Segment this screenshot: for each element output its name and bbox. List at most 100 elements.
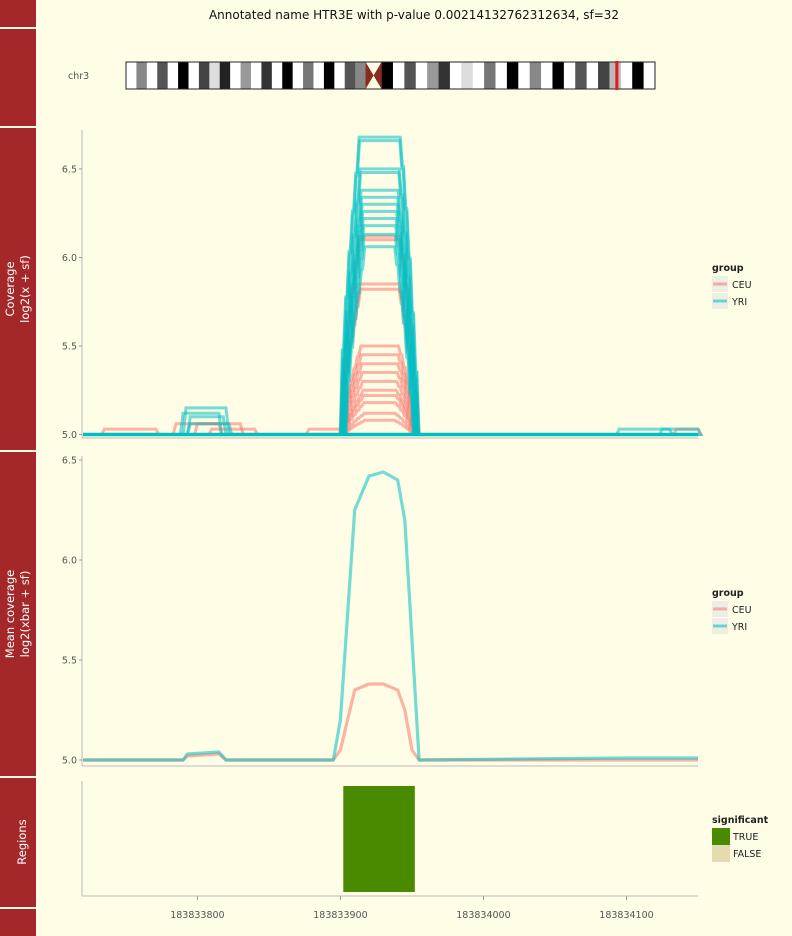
regions-legend-title: significant	[712, 815, 769, 826]
strip-label-regions: Regions	[15, 819, 29, 864]
coverage-legend: group CEU YRI	[712, 263, 752, 309]
ideogram-band	[250, 62, 262, 89]
mean-legend-title: group	[712, 588, 744, 599]
coverage-y-tick-label: 6.0	[62, 253, 77, 264]
ideogram-band	[282, 62, 294, 89]
regions-legend-true: TRUE	[732, 832, 758, 843]
strip-coverage	[0, 128, 36, 450]
regions-legend-false: FALSE	[733, 849, 761, 860]
mean-line-ceu	[83, 682, 698, 762]
x-tick-label: 183834000	[456, 910, 510, 921]
coverage-panel: 5.0 5.5 6.0 6.5	[62, 130, 704, 441]
mean-coverage-panel: 5.0 5.5 6.0 6.5	[62, 456, 698, 767]
region-bar	[343, 786, 415, 892]
strip-label-coverage-line1: Coverage	[3, 261, 17, 316]
ideogram-band	[472, 62, 485, 89]
ideogram-band	[632, 62, 645, 89]
ideogram-band	[575, 62, 588, 89]
coverage-y-tick-label: 5.5	[62, 341, 77, 352]
ideogram-band	[313, 62, 325, 89]
ideogram-band	[529, 62, 542, 89]
ideogram-band	[126, 62, 137, 89]
ideogram-band	[392, 62, 405, 89]
x-tick-label: 183833900	[313, 910, 367, 921]
ideogram-band	[240, 62, 252, 89]
ideogram-band	[198, 62, 210, 89]
ideogram-band	[552, 62, 565, 89]
coverage-legend-title: group	[712, 263, 744, 274]
ideogram-band	[303, 62, 314, 89]
ideogram-band	[404, 62, 417, 89]
ideogram-band	[461, 62, 474, 89]
ideogram-band	[334, 62, 346, 89]
mean-legend: group CEU YRI	[712, 588, 752, 634]
ideogram-band	[438, 62, 451, 89]
regions-legend-key-false	[712, 845, 730, 862]
ideogram-band	[136, 62, 148, 89]
mean-line-yri	[83, 470, 698, 762]
regions-legend: significant TRUE FALSE	[712, 815, 769, 862]
x-tick-label: 183834100	[599, 910, 653, 921]
ideogram-band	[230, 62, 242, 89]
coverage-y-tick-label: 5.0	[62, 430, 77, 441]
strip-label-mean-coverage: Mean coverage log2(xbar + sf)	[3, 570, 32, 658]
ideogram-centromere-right	[373, 62, 382, 89]
mean-y-tick-label: 5.0	[62, 756, 77, 767]
mean-y-tick-label: 6.0	[62, 556, 77, 567]
coverage-line-ceu	[83, 418, 698, 436]
ideogram-band	[518, 62, 531, 89]
x-axis: 183833800 183833900 183834000 183834100	[170, 896, 654, 921]
coverage-legend-ceu: CEU	[732, 280, 752, 291]
ideogram-band	[292, 62, 304, 89]
strip-ideogram	[0, 29, 36, 126]
ideogram-outline	[125, 61, 656, 90]
ideogram-band	[427, 62, 440, 89]
strip-label-mean-line1: Mean coverage	[3, 570, 17, 658]
coverage-y-tick-label: 6.5	[62, 164, 77, 175]
x-tick-label: 183833800	[170, 910, 224, 921]
strip-label-regions-text: Regions	[15, 819, 29, 864]
coverage-line-yri	[83, 245, 698, 436]
ideogram-band	[271, 62, 283, 89]
ideogram-band	[495, 62, 508, 89]
ideogram-band	[188, 62, 200, 89]
mean-legend-yri: YRI	[731, 622, 747, 633]
ideogram-band	[449, 62, 462, 89]
chromosome-ideogram	[125, 61, 656, 90]
ideogram-band	[167, 62, 179, 89]
strip-mean-coverage	[0, 452, 36, 776]
ideogram-band	[586, 62, 599, 89]
coverage-line-ceu	[83, 411, 698, 436]
ideogram-band	[415, 62, 428, 89]
ideogram-band	[563, 62, 576, 89]
ideogram-band	[541, 62, 553, 89]
ideogram-chrom-label: chr3	[68, 71, 89, 82]
strip-label-coverage-line2: log2(x + sf)	[18, 255, 32, 323]
strip-title	[0, 0, 36, 27]
ideogram-band	[506, 62, 519, 89]
ideogram-band	[484, 62, 497, 89]
ideogram-band	[157, 62, 169, 89]
ideogram-band	[178, 62, 189, 89]
strip-label-mean-line2: log2(xbar + sf)	[18, 571, 32, 658]
strip-label-coverage: Coverage log2(x + sf)	[3, 255, 32, 323]
ideogram-band	[620, 62, 633, 89]
strip-regions	[0, 778, 36, 907]
regions-legend-key-true	[712, 828, 730, 845]
ideogram-centromere-left	[365, 62, 374, 89]
mean-y-tick-label: 6.5	[62, 456, 77, 467]
mean-y-tick-label: 5.5	[62, 656, 77, 667]
ideogram-band	[261, 62, 273, 89]
chart-title: Annotated name HTR3E with p-value 0.0021…	[209, 8, 619, 22]
ideogram-band	[219, 62, 231, 89]
ideogram-band	[323, 62, 335, 89]
strip-axis	[0, 909, 36, 936]
coverage-legend-yri: YRI	[731, 297, 747, 308]
ideogram-band	[209, 62, 221, 89]
ideogram-band	[598, 62, 610, 89]
ideogram-band	[381, 62, 394, 89]
coverage-line-ceu	[83, 401, 698, 436]
ideogram-band	[643, 62, 656, 89]
